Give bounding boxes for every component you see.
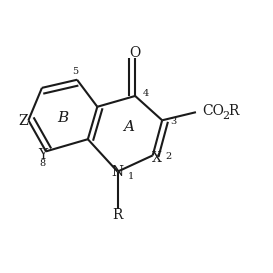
Text: N: N xyxy=(112,165,124,179)
Text: 1: 1 xyxy=(127,172,134,181)
Text: B: B xyxy=(57,111,69,124)
Text: 5: 5 xyxy=(72,67,78,76)
Text: CO: CO xyxy=(203,104,225,118)
Text: R: R xyxy=(112,208,123,222)
Text: 2: 2 xyxy=(222,111,229,121)
Text: R: R xyxy=(229,104,239,118)
Text: O: O xyxy=(129,46,141,60)
Text: 8: 8 xyxy=(39,159,46,168)
Text: Z: Z xyxy=(19,114,28,128)
Text: 3: 3 xyxy=(170,117,176,126)
Text: A: A xyxy=(123,120,134,134)
Text: X: X xyxy=(152,151,162,165)
Text: 4: 4 xyxy=(143,89,149,98)
Text: 2: 2 xyxy=(165,152,171,161)
Text: Y: Y xyxy=(38,148,47,162)
